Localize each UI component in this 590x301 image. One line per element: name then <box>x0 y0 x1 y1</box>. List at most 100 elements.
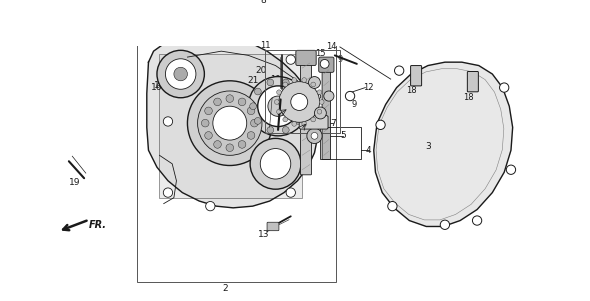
Circle shape <box>302 122 307 126</box>
Circle shape <box>174 67 188 81</box>
Circle shape <box>395 66 404 75</box>
Text: 9: 9 <box>322 66 327 75</box>
Polygon shape <box>373 62 513 226</box>
Circle shape <box>473 216 482 225</box>
Circle shape <box>213 106 247 140</box>
Circle shape <box>311 117 316 122</box>
Circle shape <box>238 141 246 148</box>
Circle shape <box>238 98 246 106</box>
Text: 2: 2 <box>222 284 228 293</box>
Circle shape <box>292 78 297 82</box>
Circle shape <box>376 120 385 129</box>
Circle shape <box>314 107 326 119</box>
Circle shape <box>248 76 308 136</box>
Text: 14: 14 <box>326 42 337 51</box>
Text: 10: 10 <box>270 75 281 84</box>
Text: FR.: FR. <box>88 220 107 230</box>
Circle shape <box>163 117 173 126</box>
Circle shape <box>286 188 296 197</box>
Bar <box>137 37 336 282</box>
Circle shape <box>319 100 324 104</box>
Circle shape <box>206 201 215 211</box>
Text: 13: 13 <box>258 231 270 239</box>
FancyBboxPatch shape <box>319 57 334 72</box>
Text: 11: 11 <box>264 115 275 124</box>
Text: 15: 15 <box>315 49 326 58</box>
Polygon shape <box>147 37 318 208</box>
Circle shape <box>317 109 322 114</box>
Circle shape <box>198 91 262 155</box>
Circle shape <box>165 59 196 89</box>
Text: 20: 20 <box>255 66 267 75</box>
Circle shape <box>345 92 355 101</box>
Text: 9: 9 <box>352 100 357 109</box>
Text: 12: 12 <box>363 83 374 92</box>
FancyBboxPatch shape <box>299 116 328 129</box>
Text: 11: 11 <box>301 126 312 135</box>
Text: 21: 21 <box>247 76 258 85</box>
Circle shape <box>226 144 234 151</box>
Circle shape <box>277 90 281 95</box>
FancyBboxPatch shape <box>411 66 422 86</box>
FancyBboxPatch shape <box>300 63 312 175</box>
Text: 8: 8 <box>261 0 267 5</box>
Text: 11: 11 <box>260 41 271 50</box>
FancyBboxPatch shape <box>296 50 316 66</box>
Circle shape <box>440 220 450 229</box>
Circle shape <box>311 132 318 139</box>
Circle shape <box>300 103 306 110</box>
Circle shape <box>320 60 329 68</box>
Text: 18: 18 <box>463 93 474 102</box>
Circle shape <box>388 201 397 211</box>
Circle shape <box>250 138 301 189</box>
Circle shape <box>324 91 334 101</box>
Circle shape <box>267 79 274 86</box>
Circle shape <box>295 117 301 124</box>
Text: 9: 9 <box>337 55 343 64</box>
Circle shape <box>258 86 299 126</box>
FancyBboxPatch shape <box>467 71 478 92</box>
Circle shape <box>205 132 212 139</box>
FancyBboxPatch shape <box>267 222 279 231</box>
Circle shape <box>279 82 320 122</box>
Circle shape <box>283 79 289 86</box>
Circle shape <box>214 141 221 148</box>
Text: 6: 6 <box>315 92 321 101</box>
Circle shape <box>283 82 287 87</box>
Circle shape <box>283 127 289 133</box>
Circle shape <box>226 95 234 102</box>
Circle shape <box>247 132 255 139</box>
Wedge shape <box>307 128 322 144</box>
Circle shape <box>250 103 257 110</box>
Text: 17: 17 <box>267 119 277 128</box>
Circle shape <box>201 119 209 127</box>
Text: 7: 7 <box>330 119 336 128</box>
Text: 16: 16 <box>151 83 163 92</box>
Circle shape <box>311 82 316 87</box>
Circle shape <box>254 117 261 124</box>
Circle shape <box>302 78 307 82</box>
Circle shape <box>292 122 297 126</box>
Bar <box>320 126 361 159</box>
Text: 4: 4 <box>366 146 372 155</box>
Circle shape <box>274 100 279 104</box>
Circle shape <box>254 88 261 95</box>
Circle shape <box>188 81 272 166</box>
Circle shape <box>500 83 509 92</box>
Circle shape <box>286 55 296 64</box>
Circle shape <box>157 50 204 98</box>
Bar <box>159 54 301 198</box>
Bar <box>266 50 340 133</box>
Circle shape <box>291 94 308 110</box>
Text: 3: 3 <box>425 142 431 151</box>
Circle shape <box>309 76 320 88</box>
Circle shape <box>247 107 255 115</box>
Circle shape <box>317 90 322 95</box>
Text: 19: 19 <box>69 178 81 187</box>
Circle shape <box>506 165 516 174</box>
Text: 18: 18 <box>406 86 417 95</box>
Circle shape <box>268 96 289 116</box>
Circle shape <box>283 117 287 122</box>
Circle shape <box>251 119 258 127</box>
Circle shape <box>277 109 281 114</box>
